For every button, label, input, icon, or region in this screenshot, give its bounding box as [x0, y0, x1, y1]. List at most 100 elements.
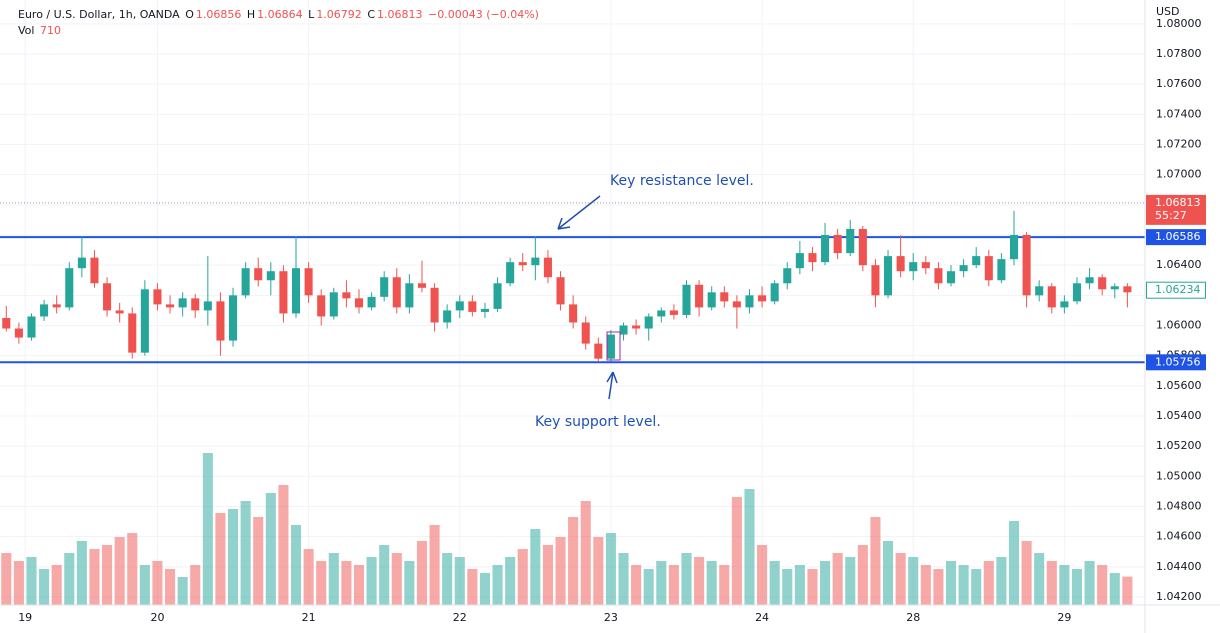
candle-body	[430, 287, 439, 323]
volume-bar	[971, 569, 982, 605]
volume-bar	[39, 569, 50, 605]
candle-body	[745, 295, 754, 308]
candle-body	[443, 310, 452, 323]
volume-bar	[89, 549, 100, 605]
volume-bar	[1, 553, 12, 605]
candle-body	[795, 253, 804, 269]
volume-bar	[1097, 565, 1108, 605]
candle-body	[480, 308, 489, 312]
candle-body	[770, 283, 779, 302]
x-tick-label: 22	[453, 611, 467, 624]
volume-bar	[719, 565, 730, 605]
volume-bar	[1021, 541, 1032, 605]
y-tick-label: 1.06000	[1156, 319, 1202, 332]
volume-bar	[807, 569, 818, 605]
candle-body	[1060, 301, 1069, 308]
volume-bar	[1059, 565, 1070, 605]
candle-body	[329, 292, 338, 317]
volume-bar	[442, 553, 453, 605]
candle-body	[417, 283, 427, 288]
candle-body	[65, 268, 74, 308]
vol-value: 710	[39, 24, 61, 37]
x-tick-label: 24	[755, 611, 769, 624]
volume-bar	[114, 537, 125, 605]
candle-body	[959, 265, 968, 272]
y-tick-label: 1.07200	[1156, 138, 1202, 151]
candle-body	[821, 235, 830, 263]
candle-body	[77, 257, 86, 269]
x-tick-label: 28	[906, 611, 920, 624]
x-tick-label: 21	[302, 611, 316, 624]
y-tick-label: 1.07000	[1156, 168, 1202, 181]
candle-body	[241, 268, 250, 296]
volume-bar	[605, 533, 616, 605]
volume-bar	[379, 545, 390, 605]
l-value: 1.06792	[316, 8, 362, 21]
candle-body	[543, 257, 552, 278]
volume-bar	[13, 561, 24, 605]
volume-bar	[820, 561, 831, 605]
candle-body	[1110, 286, 1119, 290]
candle-body	[40, 304, 49, 317]
l-label: L	[308, 8, 315, 21]
candle-body	[229, 295, 238, 341]
volume-bar	[366, 557, 377, 605]
candle-body	[669, 310, 678, 315]
y-tick-label: 1.07400	[1156, 107, 1202, 120]
candle-body	[632, 325, 641, 329]
candle-body	[405, 283, 414, 308]
volume-bar	[996, 557, 1007, 605]
level-lines	[0, 202, 1145, 364]
y-tick-label: 1.04800	[1156, 500, 1202, 513]
candle-body	[732, 301, 741, 308]
y-tick-label: 1.06400	[1156, 258, 1202, 271]
candle-body	[27, 316, 36, 338]
volume-bar	[303, 549, 314, 605]
annotation: Key resistance level.	[610, 173, 754, 189]
volume-bar	[857, 545, 868, 605]
volume-bar	[668, 565, 679, 605]
volume-bar	[769, 561, 780, 605]
volume-bar	[429, 525, 440, 605]
candle-body	[909, 262, 918, 272]
volume-bar	[920, 565, 931, 605]
volume-bar	[580, 501, 591, 605]
volume-bar	[782, 569, 793, 605]
x-tick-label: 19	[18, 611, 32, 624]
candle-body	[921, 262, 930, 269]
candle-body	[380, 277, 389, 297]
volume-bar	[152, 561, 163, 605]
volume-bar	[190, 565, 201, 605]
candle-body	[594, 343, 603, 359]
candle-body	[2, 317, 11, 329]
y-tick-label: 1.04400	[1156, 560, 1202, 573]
candle-body	[518, 262, 527, 266]
candle-body	[1047, 286, 1056, 308]
resistance-label-box	[1146, 229, 1206, 246]
candle-body	[354, 298, 364, 308]
volume-bar	[731, 497, 742, 605]
candle-body	[871, 265, 880, 296]
last-price-label: 1.06813	[1155, 196, 1201, 209]
candle-body	[216, 301, 225, 341]
candle-body	[581, 322, 590, 344]
volume-bar	[744, 489, 755, 605]
candle-body	[531, 257, 540, 266]
candle-body	[946, 271, 956, 284]
candle-body	[707, 292, 716, 308]
countdown: 55:27	[1155, 209, 1187, 222]
volume-bar	[1071, 569, 1083, 605]
candle-body	[644, 316, 653, 329]
volume-bar	[391, 553, 402, 605]
volume-bar	[1008, 521, 1020, 605]
candle-body	[506, 262, 515, 284]
volume-bar	[832, 553, 843, 605]
candle-body	[1085, 277, 1094, 284]
x-tick-label: 29	[1057, 611, 1071, 624]
y-tick-label: 1.07600	[1156, 77, 1202, 90]
candle-body	[984, 256, 993, 281]
resistance-label: 1.06586	[1155, 230, 1201, 243]
candle-body	[254, 268, 263, 281]
